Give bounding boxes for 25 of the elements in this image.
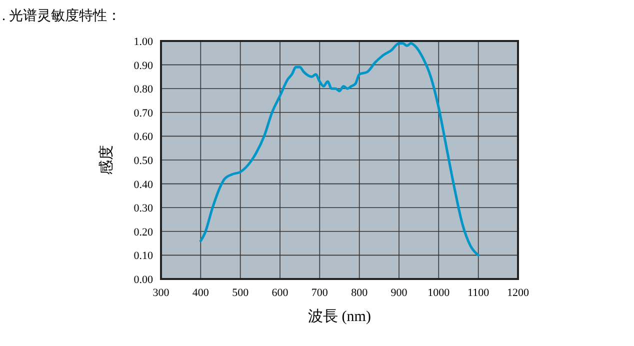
chart-title: . 光谱灵敏度特性： [2, 8, 121, 24]
x-tick-label: 1200 [507, 287, 530, 299]
y-tick-label: 0.30 [134, 202, 154, 215]
x-tick-label: 1000 [428, 287, 450, 299]
x-tick-label: 900 [390, 287, 408, 299]
x-axis-title: 波長 (nm) [308, 308, 371, 325]
x-tick-label: 700 [311, 287, 328, 299]
x-tick-label: 1100 [468, 287, 490, 299]
y-axis-title: 感度 [98, 145, 115, 175]
x-tick-label: 600 [272, 287, 289, 299]
y-tick-label: 0.40 [134, 178, 154, 191]
y-tick-label: 0.50 [134, 155, 154, 167]
x-tick-label: 800 [351, 287, 368, 299]
y-tick-label: 0.80 [134, 84, 154, 96]
y-tick-label: 0.70 [134, 107, 154, 120]
y-tick-label: 0.10 [134, 250, 154, 262]
y-tick-label: 0.00 [134, 274, 154, 286]
x-tick-label: 400 [192, 287, 210, 299]
x-tick-label: 500 [232, 287, 250, 299]
y-tick-label: 0.60 [134, 131, 154, 144]
y-tick-label: 1.00 [134, 36, 154, 48]
y-tick-label: 0.20 [134, 226, 154, 238]
y-tick-label: 0.90 [134, 60, 154, 72]
line-series [199, 42, 480, 256]
x-tick-label: 300 [152, 287, 170, 299]
